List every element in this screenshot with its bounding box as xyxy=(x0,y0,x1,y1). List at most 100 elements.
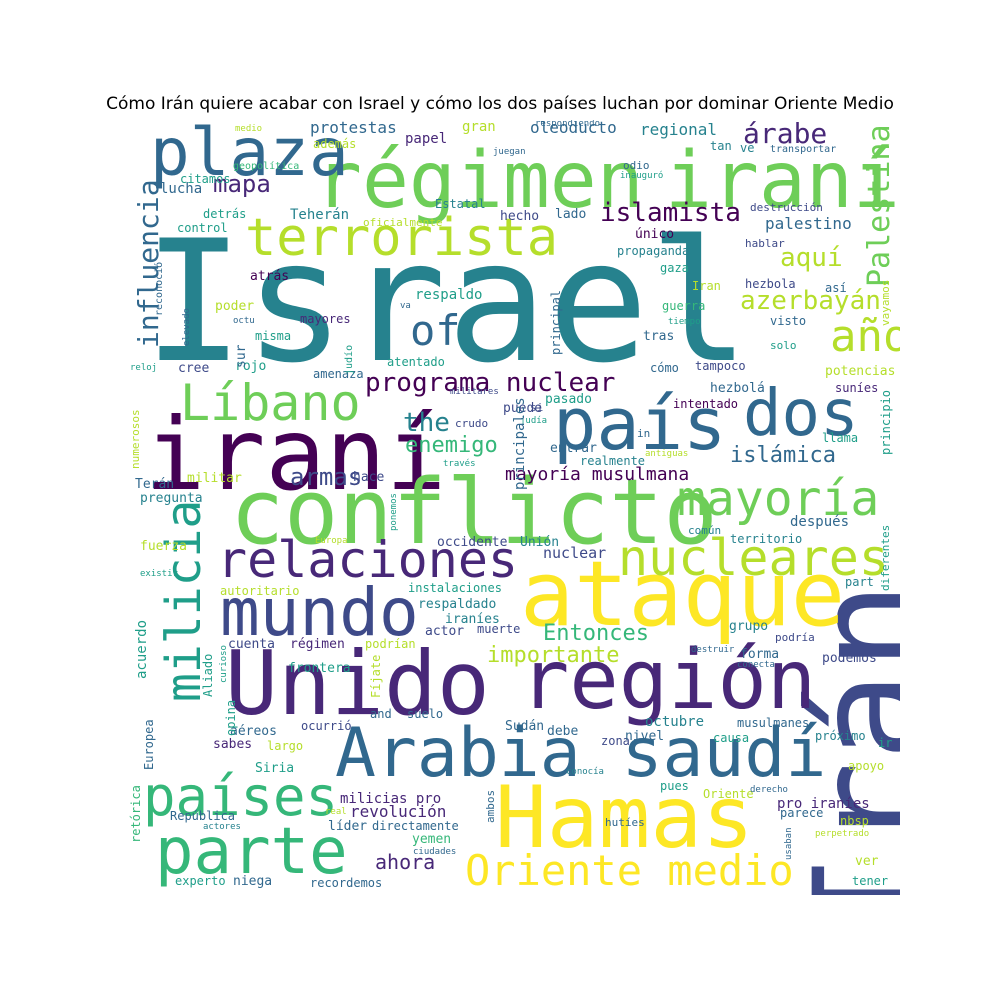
word-muerte: muerte xyxy=(477,622,521,636)
word-llama: llama xyxy=(822,431,859,445)
word-mayoria-musulmana: mayoría musulmana xyxy=(505,464,690,485)
word-importante: importante xyxy=(487,643,620,668)
word-aliado: Aliado xyxy=(201,653,215,698)
word-fijate: Fíjate xyxy=(369,654,383,699)
word-geopolitica: geopolítica xyxy=(233,161,300,172)
word-conocia: conocía xyxy=(566,767,604,777)
word-arabia-saudi: Arabia saudí xyxy=(335,714,827,793)
word-hezbola: hezbolá xyxy=(710,381,765,396)
word-octubre: octubre xyxy=(645,714,705,730)
word-mayores: mayores xyxy=(300,312,351,326)
word-usaban: usaban xyxy=(784,827,794,861)
word-amenaza: amenaza xyxy=(313,367,364,381)
word-octu: octu xyxy=(233,316,255,326)
word-estatal: Estatal xyxy=(435,197,486,211)
word-cree: cree xyxy=(178,361,210,376)
word-como: cómo xyxy=(650,361,679,375)
page-title: Cómo Irán quiere acabar con Israel y cóm… xyxy=(106,94,894,114)
word-medio: medio xyxy=(235,124,263,134)
word-perpetrado: perpetrado xyxy=(815,829,870,839)
word-hamas: Hamas xyxy=(495,768,754,868)
word-guerra: guerra xyxy=(662,299,706,313)
word-proximo: próximo xyxy=(815,729,866,743)
word-sabes: sabes xyxy=(213,737,253,752)
word-intentado: intentado xyxy=(673,397,739,411)
word-fuerza: fuerza xyxy=(140,539,187,554)
word-islamista: islamista xyxy=(600,198,741,228)
word-lucha: lucha xyxy=(160,181,203,197)
word-numerosos: numerosos xyxy=(129,409,142,470)
word-israel: Israel xyxy=(143,204,750,400)
word-teran: Terán xyxy=(135,477,175,492)
word-terrorista: terrorista xyxy=(245,208,559,268)
word-siria: Siria xyxy=(255,761,295,776)
word-derecho: derecho xyxy=(750,785,788,795)
word-potencias: potencias xyxy=(825,364,896,379)
word-musulmanes: musulmanes xyxy=(737,716,810,730)
word-principio: principio xyxy=(879,389,893,455)
word-apoyo: apoyo xyxy=(848,759,885,773)
word-elevado: elevado xyxy=(182,307,192,346)
word-transportar: transportar xyxy=(770,144,837,155)
word-oleoducto: oleoducto xyxy=(530,120,617,137)
word-traves: través xyxy=(443,459,476,469)
word-palestina: Palestina xyxy=(862,124,897,287)
word-citamos: citamos xyxy=(180,172,231,186)
word-regimen: régimen xyxy=(315,136,644,226)
word-pais: país xyxy=(553,382,727,466)
word-comun: común xyxy=(688,524,722,537)
word-the: the xyxy=(403,408,450,438)
word-relaciones: relaciones xyxy=(217,531,519,589)
word-podemos: podemos xyxy=(822,651,877,666)
word-papel: papel xyxy=(405,131,448,147)
word-plaza: plaza xyxy=(150,120,349,191)
word-sunies: suníes xyxy=(835,381,879,395)
word-mundo: mundo xyxy=(220,574,419,651)
word-respaldado: respaldado xyxy=(418,597,497,612)
word-causa: causa xyxy=(713,731,750,745)
word-propaganda: propaganda xyxy=(617,244,690,258)
word-dos: dos xyxy=(743,377,859,451)
word-respondiendo: respondiendo xyxy=(535,120,601,129)
word-islamica: islámica xyxy=(730,443,836,468)
word-europea: Europea xyxy=(142,719,156,771)
word-yemen: yemen xyxy=(412,832,452,847)
word-rojo: rojo xyxy=(235,359,267,374)
word-detras: detrás xyxy=(203,207,247,221)
word-frontera: frontera xyxy=(288,661,351,676)
word-curioso: curioso xyxy=(219,644,229,683)
word-podria: podría xyxy=(775,631,815,644)
word-ve: ve xyxy=(740,141,755,155)
word-arabe: árabe xyxy=(743,120,828,150)
word-vayamos: vayamos xyxy=(879,279,892,327)
word-nuclear: nuclear xyxy=(543,544,607,562)
word-mayoria: mayoría xyxy=(677,471,880,527)
word-sur: sur xyxy=(234,344,249,369)
word-zona: zona xyxy=(601,734,630,748)
word-opina: opina xyxy=(224,699,238,736)
word-ver: ver xyxy=(855,854,879,869)
word-odio: odio xyxy=(623,159,650,172)
word-ataque: ataque xyxy=(520,542,846,647)
word-juegan: juegan xyxy=(493,147,526,157)
word-iranies: iraníes xyxy=(445,612,500,627)
word-aqui: aquí xyxy=(780,243,843,273)
word-va: va xyxy=(400,301,411,311)
word-europa: Europa xyxy=(315,536,348,546)
word-mapa: mapa xyxy=(213,170,271,198)
word-directamente: directamente xyxy=(372,819,459,833)
word-principales: principales xyxy=(512,397,528,491)
word-aereos: aéreos xyxy=(230,724,277,739)
word-podrian: podrían xyxy=(365,637,416,651)
word-conflicto: conflicto xyxy=(230,460,718,565)
word-teheran: Teherán xyxy=(290,207,350,223)
word-tan: tan xyxy=(710,139,732,153)
word-judia: judía xyxy=(520,416,548,426)
word-cloud: IsraelIránrégimeniraníiraníconflictoplaz… xyxy=(125,120,900,895)
word-real: real xyxy=(325,807,347,817)
word-si: si xyxy=(530,401,544,414)
word-region: región xyxy=(520,633,817,728)
word-parece: parece xyxy=(780,806,824,820)
word-entrar: entrar xyxy=(550,441,597,456)
word-experto: experto xyxy=(175,874,226,888)
